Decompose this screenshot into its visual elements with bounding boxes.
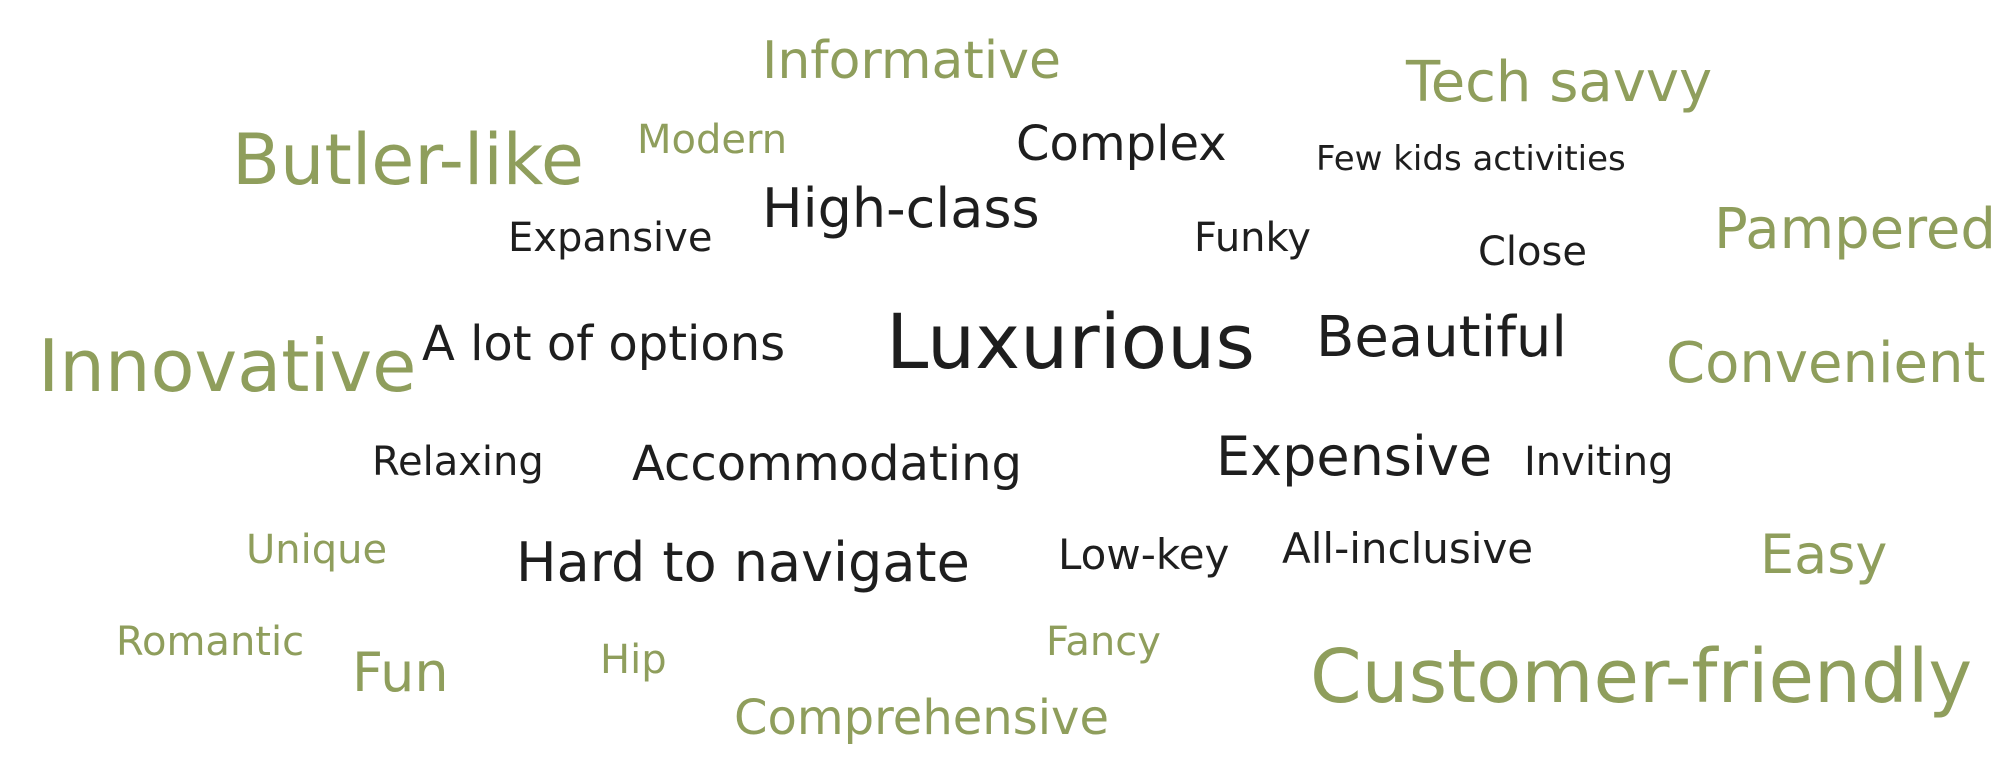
word-few-kids-activities: Few kids activities: [1316, 139, 1626, 179]
word-romantic: Romantic: [116, 619, 305, 665]
word-relaxing: Relaxing: [372, 439, 544, 485]
word-customer-friendly: Customer-friendly: [1310, 634, 1973, 720]
word-pampered: Pampered: [1714, 197, 1996, 262]
word-low-key: Low-key: [1058, 530, 1230, 579]
word-easy: Easy: [1760, 523, 1888, 586]
word-convenient: Convenient: [1666, 331, 1986, 396]
word-unique: Unique: [246, 527, 388, 573]
word-hip: Hip: [600, 637, 667, 683]
word-butler-like: Butler-like: [232, 119, 584, 201]
word-funky: Funky: [1194, 215, 1311, 261]
word-comprehensive: Comprehensive: [734, 690, 1109, 746]
word-modern: Modern: [637, 117, 788, 163]
word-complex: Complex: [1016, 116, 1227, 172]
word-high-class: High-class: [762, 177, 1040, 240]
word-close: Close: [1478, 229, 1587, 275]
word-accommodating: Accommodating: [632, 436, 1022, 492]
word-all-inclusive: All-inclusive: [1282, 524, 1534, 573]
word-informative: Informative: [762, 31, 1061, 91]
word-luxurious: Luxurious: [886, 297, 1255, 386]
word-expensive: Expensive: [1216, 425, 1493, 488]
word-hard-to-navigate: Hard to navigate: [516, 531, 970, 594]
word-a-lot-of-options: A lot of options: [422, 316, 786, 372]
word-inviting: Inviting: [1524, 439, 1674, 485]
word-expansive: Expansive: [508, 215, 713, 261]
word-fun: Fun: [352, 641, 449, 704]
word-fancy: Fancy: [1046, 619, 1161, 665]
word-innovative: Innovative: [38, 324, 417, 408]
word-beautiful: Beautiful: [1316, 305, 1567, 370]
word-tech-savvy: Tech savvy: [1406, 50, 1713, 115]
